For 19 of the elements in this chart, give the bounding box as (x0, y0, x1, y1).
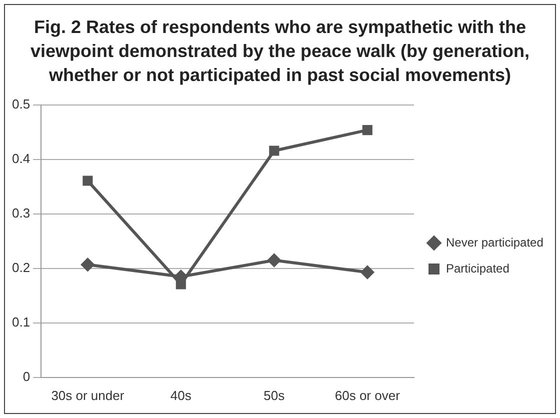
point (82, 176, 93, 186)
y-tick-label: 0.5 (12, 96, 30, 112)
y-tick-label: 0 (22, 368, 30, 384)
y-tick-label: 0.3 (12, 206, 30, 221)
chart-title: Fig. 2 Rates of respondents who are sympathetic with the viewpoint demonstrated by the peace walk (by generation, whether or not participated in past social movements) (29, 16, 531, 87)
point (269, 146, 280, 156)
y-tick-label: 0.1 (12, 314, 30, 330)
legend-label: Never participated (446, 235, 544, 250)
x-tick-label: 50s (264, 388, 286, 403)
legend-label: Participated (446, 261, 510, 276)
y-tick-label: 0.4 (12, 151, 30, 166)
point (362, 125, 372, 136)
point (81, 258, 94, 272)
x-tick-label: 40s (170, 388, 192, 403)
point (360, 266, 374, 279)
y-tick-label: 0.2 (12, 260, 30, 276)
point (268, 254, 281, 267)
x-tick-label: 60s or over (334, 388, 401, 403)
x-tick-label: 30s or under (51, 388, 125, 403)
